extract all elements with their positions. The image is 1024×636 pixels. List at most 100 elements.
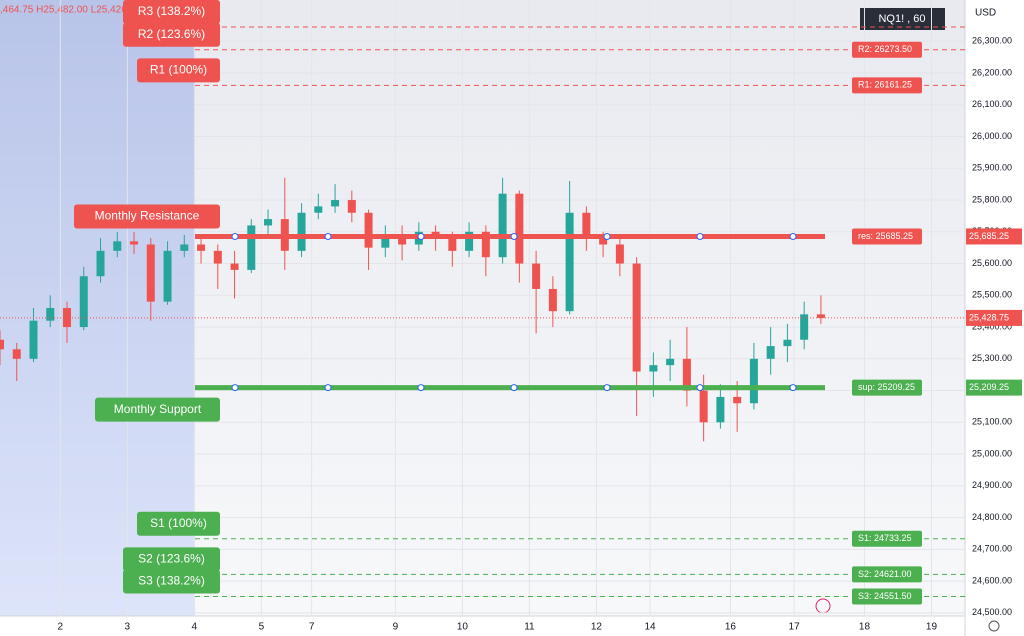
x-tick-label: 14 <box>644 622 656 633</box>
ohlc-text: ,464.75 H25,482.00 L25,426.75 C25,428.75 <box>0 5 196 16</box>
level-label: S2 (123.6%) <box>138 552 205 566</box>
candle-body <box>364 212 373 248</box>
axis-tag: 25,685.25 <box>969 231 1009 241</box>
level-label-box <box>123 22 220 47</box>
y-tick-label: 24,700.00 <box>972 544 1012 554</box>
y-tick-label: 25,900.00 <box>972 163 1012 173</box>
candle-body <box>381 234 390 248</box>
candle-body <box>699 390 708 423</box>
candle-body <box>163 250 172 302</box>
y-tick-label: 25,400.00 <box>972 321 1012 331</box>
y-tick-label: 24,900.00 <box>972 480 1012 490</box>
candle-body <box>146 244 155 302</box>
candle-body <box>79 276 88 328</box>
candle-body <box>12 349 21 359</box>
anchor-dot <box>231 232 239 240</box>
level-label: Monthly Support <box>114 402 202 416</box>
candle-body <box>230 263 239 270</box>
currency[interactable]: USD <box>975 8 996 19</box>
level-label: R2 (123.6%) <box>138 27 205 41</box>
candle-body <box>96 250 105 277</box>
candle-body <box>532 263 541 289</box>
level-label-box <box>123 569 220 594</box>
anchor-dot <box>324 232 332 240</box>
anchor-dot <box>231 384 239 392</box>
candle-body <box>800 314 809 340</box>
anchor-dot <box>603 384 611 392</box>
candle-body <box>783 339 792 347</box>
candle-body <box>130 241 139 245</box>
x-tick-label: 4 <box>192 622 198 633</box>
candle-body <box>29 320 38 359</box>
y-tick-label: 25,600.00 <box>972 258 1012 268</box>
candle-body <box>582 212 591 239</box>
anchor-dot <box>696 384 704 392</box>
x-tick-label: 2 <box>58 622 64 633</box>
anchor-dot <box>603 232 611 240</box>
candle-body <box>448 238 457 251</box>
y-tick-label: 26,000.00 <box>972 131 1012 141</box>
candle-body <box>297 212 306 251</box>
candle-body <box>666 358 675 366</box>
candle-body <box>465 231 474 251</box>
candle-body <box>816 314 825 318</box>
candle-body <box>213 250 222 264</box>
last-price-tag <box>966 309 1022 326</box>
anchor-dot <box>324 384 332 392</box>
level-label-box <box>137 58 220 83</box>
level-label: R3 (138.2%) <box>138 4 205 18</box>
y-tick-label: 26,100.00 <box>972 99 1012 109</box>
y-tick-label: 25,100.00 <box>972 417 1012 427</box>
candle-body <box>398 234 407 245</box>
candle-body <box>649 365 658 372</box>
x-tick-label: 9 <box>393 622 399 633</box>
axis-tag-box <box>966 228 1022 245</box>
level-tag-box <box>852 588 922 605</box>
anchor-dot <box>417 232 425 240</box>
level-tag: res: 25685.25 <box>858 231 913 241</box>
level-tag-box <box>852 77 922 94</box>
candle-body <box>331 200 340 207</box>
x-tick-label: 16 <box>725 622 737 633</box>
candle-body <box>716 396 725 423</box>
x-tick-label: 11 <box>524 622 535 633</box>
candle-body <box>682 358 691 391</box>
level-label-box <box>95 397 220 422</box>
level-tag-box <box>852 379 922 396</box>
candle-body <box>548 288 557 312</box>
level-tag-box <box>852 41 922 58</box>
candle-body <box>615 244 624 264</box>
level-tag: S1: 24733.25 <box>858 533 912 543</box>
level-label: R1 (100%) <box>150 63 207 77</box>
candle-body <box>599 238 608 245</box>
candle-body <box>247 225 256 270</box>
candle-body <box>515 193 524 264</box>
symbol-box[interactable] <box>860 8 945 30</box>
level-label: S1 (100%) <box>150 516 207 530</box>
axis-tag-box <box>966 379 1022 396</box>
x-tick-label: 3 <box>125 622 131 633</box>
y-tick-label: 26,300.00 <box>972 36 1012 46</box>
level-label-box <box>137 511 220 536</box>
settings-icon[interactable] <box>988 620 1000 632</box>
anchor-dot <box>510 232 518 240</box>
candle-body <box>733 396 742 404</box>
candle-body <box>314 206 323 213</box>
candle-body <box>565 212 574 312</box>
y-tick-label: 25,500.00 <box>972 290 1012 300</box>
candle-body <box>180 244 189 251</box>
level-label: Monthly Resistance <box>95 209 200 223</box>
last-price-label: 25,428.75 <box>969 312 1009 322</box>
axis-tag: 25,209.25 <box>969 382 1009 392</box>
candle-body <box>498 193 507 258</box>
x-tick-label: 5 <box>259 622 265 633</box>
level-tag: S2: 24621.00 <box>858 569 912 579</box>
y-tick-label: 24,600.00 <box>972 575 1012 585</box>
candle-body <box>63 308 72 328</box>
level-tag-box <box>852 530 922 547</box>
y-tick-label: 25,800.00 <box>972 194 1012 204</box>
anchor-dot <box>789 384 797 392</box>
candle-body <box>264 219 273 226</box>
level-label-box <box>74 204 220 229</box>
anchor-dot <box>417 384 425 392</box>
